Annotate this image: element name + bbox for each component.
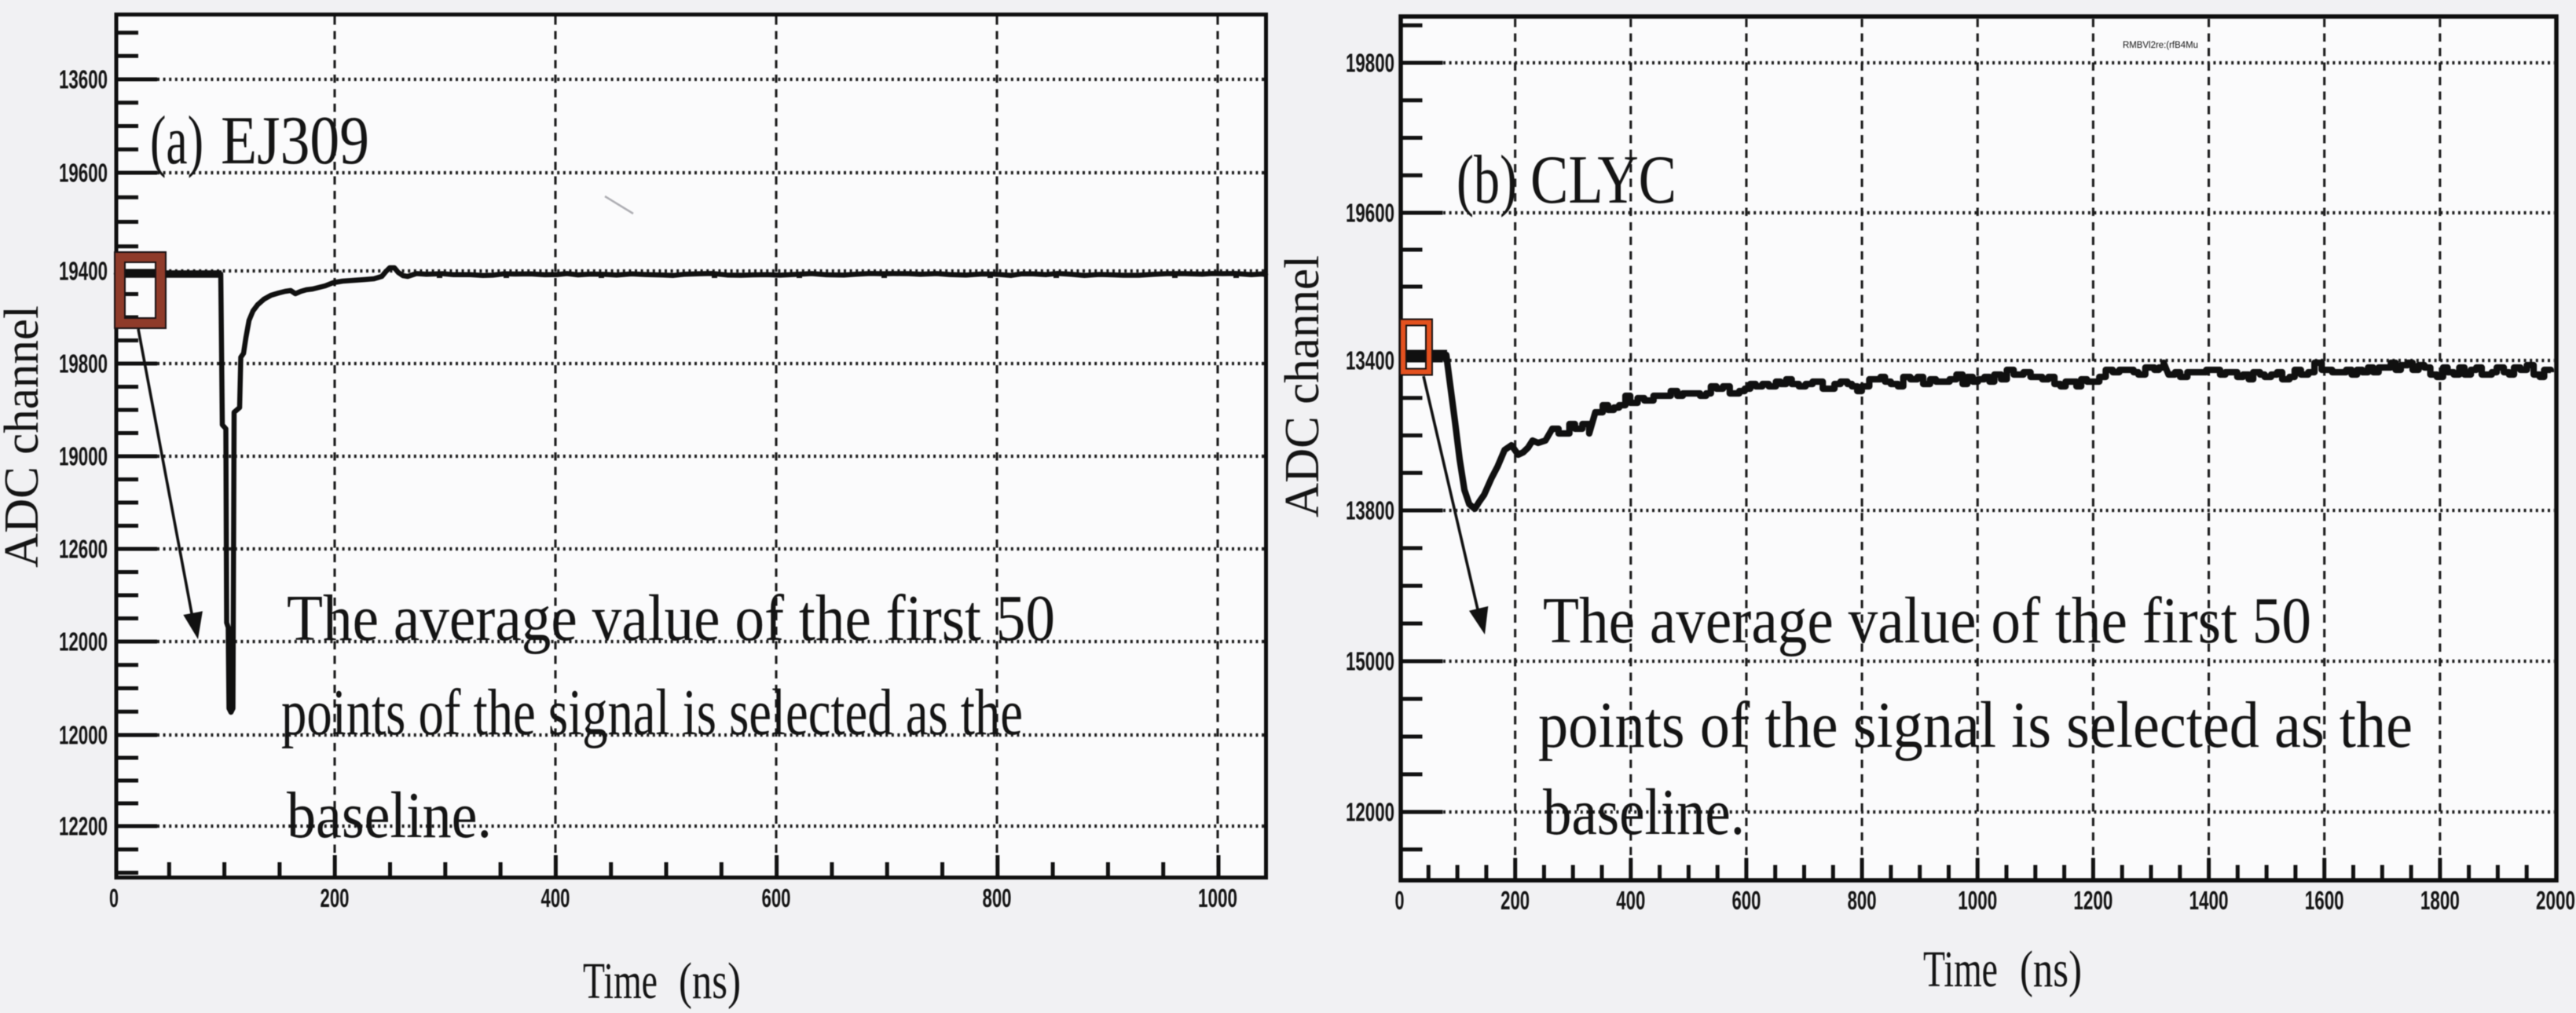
svg-text:400: 400	[1616, 886, 1645, 915]
svg-text:RMBVl2re:(rfB4Mu: RMBVl2re:(rfB4Mu	[2123, 41, 2198, 50]
svg-text:12000: 12000	[59, 627, 108, 656]
svg-text:The average value of the first: The average value of the first 50	[287, 582, 1055, 655]
svg-text:13800: 13800	[1346, 496, 1394, 525]
svg-text:2000: 2000	[2536, 886, 2575, 915]
svg-text:EJ309: EJ309	[221, 103, 369, 179]
svg-text:1000: 1000	[1958, 886, 1997, 915]
svg-text:600: 600	[762, 883, 791, 912]
svg-text:1800: 1800	[2420, 886, 2460, 915]
svg-text:0: 0	[1395, 886, 1405, 915]
svg-text:ADC channel: ADC channel	[0, 305, 49, 568]
svg-text:1000: 1000	[1198, 883, 1237, 912]
svg-text:19400: 19400	[59, 257, 108, 286]
svg-text:1600: 1600	[2305, 886, 2344, 915]
svg-text:(ns): (ns)	[2020, 941, 2082, 998]
svg-text:Time: Time	[1923, 941, 1998, 998]
svg-text:12200: 12200	[59, 812, 108, 841]
svg-text:800: 800	[983, 883, 1012, 912]
svg-text:15000: 15000	[1346, 647, 1394, 676]
svg-text:1400: 1400	[2189, 886, 2229, 915]
svg-text:13400: 13400	[1346, 346, 1394, 375]
svg-text:19800: 19800	[59, 349, 108, 379]
svg-text:12000: 12000	[1346, 798, 1394, 827]
svg-text:400: 400	[541, 883, 570, 912]
svg-text:200: 200	[321, 883, 350, 912]
svg-text:baseline.: baseline.	[1543, 776, 1745, 849]
svg-text:800: 800	[1848, 886, 1877, 915]
svg-text:Time: Time	[583, 953, 658, 1010]
svg-text:12600: 12600	[59, 535, 108, 564]
svg-text:19600: 19600	[59, 159, 108, 188]
svg-text:ADC channel: ADC channel	[1276, 255, 1329, 517]
svg-text:1200: 1200	[2073, 886, 2112, 915]
svg-text:(a): (a)	[150, 103, 203, 179]
svg-text:600: 600	[1731, 886, 1761, 915]
svg-text:points of the signal is select: points of the signal is selected as the	[281, 676, 1023, 749]
svg-text:12000: 12000	[59, 721, 108, 750]
svg-text:0: 0	[109, 883, 119, 912]
svg-text:The average value of the first: The average value of the first 50	[1543, 584, 2311, 657]
svg-text:(b): (b)	[1457, 142, 1517, 218]
svg-text:points of the signal is select: points of the signal is selected as the	[1538, 689, 2413, 762]
svg-text:baseline.: baseline.	[287, 779, 492, 852]
svg-text:(ns): (ns)	[679, 953, 741, 1010]
svg-text:19000: 19000	[59, 442, 108, 471]
svg-text:13600: 13600	[59, 65, 108, 94]
svg-text:CLYC: CLYC	[1530, 142, 1676, 218]
svg-text:19600: 19600	[1346, 199, 1394, 228]
svg-text:19800: 19800	[1346, 49, 1394, 78]
svg-text:200: 200	[1501, 886, 1530, 915]
